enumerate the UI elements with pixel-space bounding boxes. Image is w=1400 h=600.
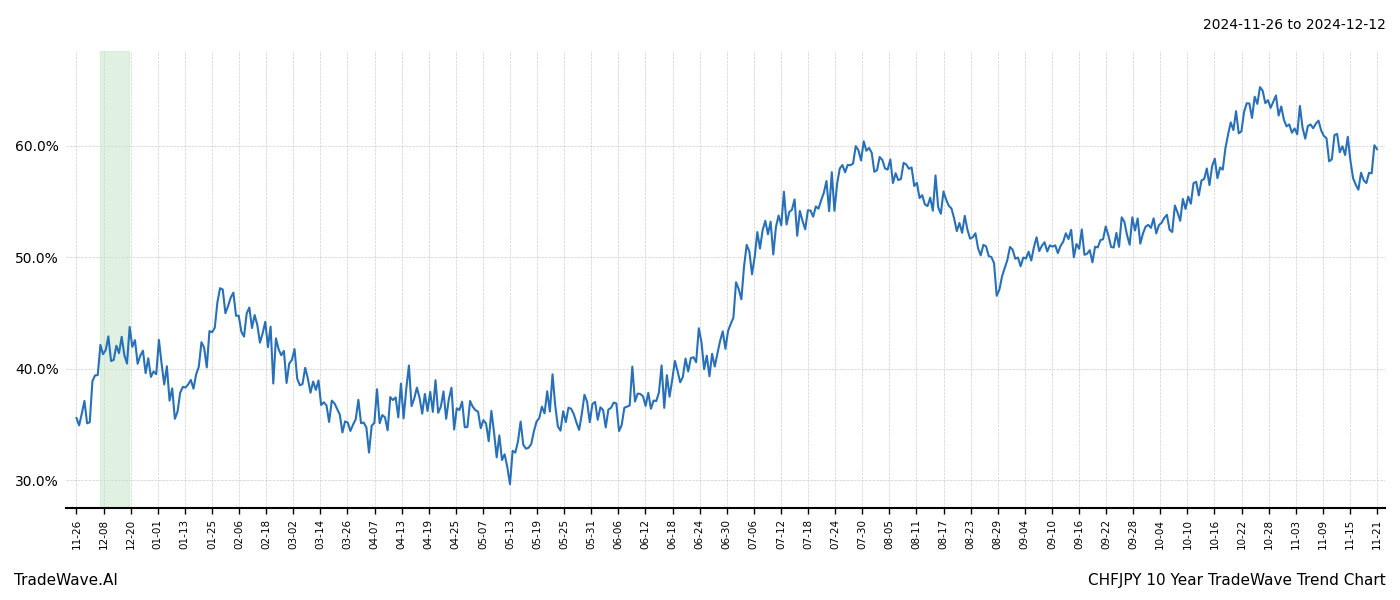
Text: CHFJPY 10 Year TradeWave Trend Chart: CHFJPY 10 Year TradeWave Trend Chart <box>1088 573 1386 588</box>
Text: TradeWave.AI: TradeWave.AI <box>14 573 118 588</box>
Text: 2024-11-26 to 2024-12-12: 2024-11-26 to 2024-12-12 <box>1203 18 1386 32</box>
Bar <box>99 51 129 508</box>
